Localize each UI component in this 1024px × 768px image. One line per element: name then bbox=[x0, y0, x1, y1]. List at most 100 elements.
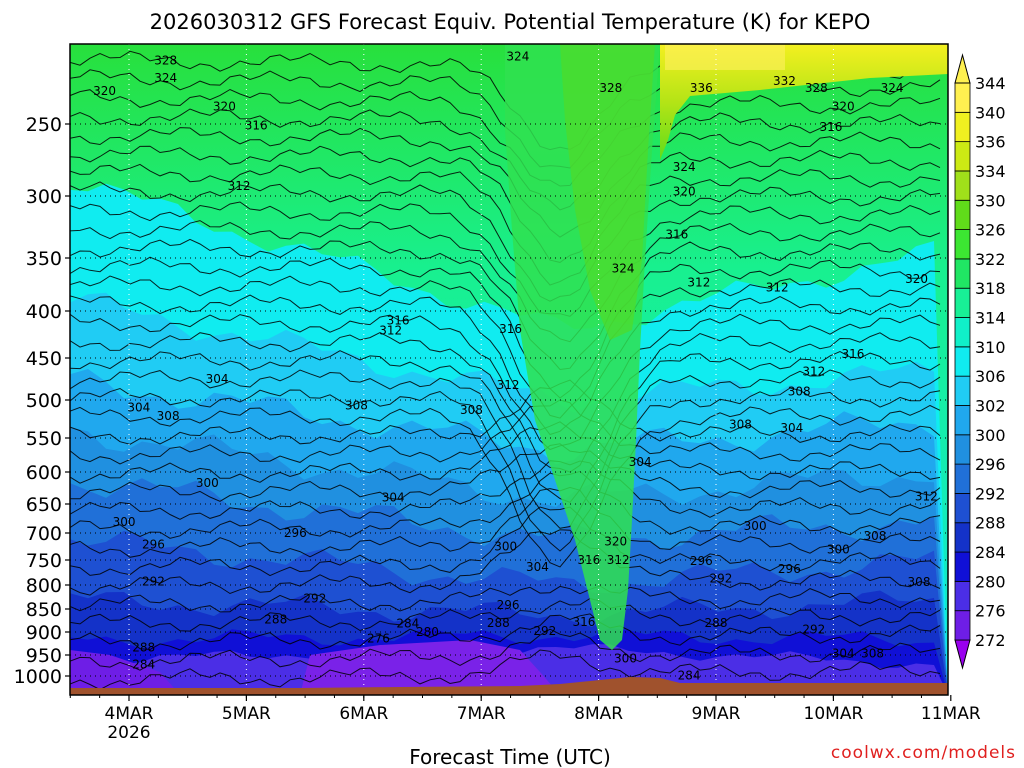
y-axis: 2503003504004505005506006507007508008509… bbox=[14, 114, 70, 688]
yellow-plume bbox=[660, 44, 948, 160]
contour-label: 320 bbox=[213, 100, 236, 114]
colorbar-label: 300 bbox=[975, 426, 1006, 445]
contour-label: 312 bbox=[687, 275, 710, 289]
contour-line bbox=[70, 460, 941, 520]
contour-line bbox=[70, 275, 941, 419]
contour-line bbox=[70, 88, 941, 187]
contour-label: 288 bbox=[132, 641, 155, 655]
contour-label: 312 bbox=[379, 324, 402, 338]
contour-label: 320 bbox=[905, 272, 928, 286]
contour-label: 304 bbox=[127, 401, 150, 415]
contour-label: 292 bbox=[142, 575, 165, 589]
colorbar-swatch bbox=[954, 551, 971, 582]
colorbar-label: 340 bbox=[975, 103, 1006, 122]
contour-line bbox=[70, 332, 941, 473]
contour-label: 308 bbox=[729, 417, 752, 431]
contour-line bbox=[70, 486, 941, 558]
contour-label: 300 bbox=[494, 540, 517, 554]
colorbar-swatch bbox=[954, 346, 971, 377]
contour-label: 312 bbox=[607, 553, 630, 567]
contour-label: 300 bbox=[827, 543, 850, 557]
contour-label: 324 bbox=[673, 160, 696, 174]
colorbar-label: 330 bbox=[975, 191, 1006, 210]
contour-line bbox=[70, 613, 941, 651]
colorbar-label: 318 bbox=[975, 279, 1006, 298]
colorbar-swatch bbox=[954, 493, 971, 524]
x-tick-label: 11MAR bbox=[921, 704, 981, 724]
contour-line bbox=[70, 181, 941, 302]
contour-label: 312 bbox=[915, 489, 938, 503]
contour-label: 288 bbox=[487, 616, 510, 630]
y-tick-label: 950 bbox=[26, 645, 62, 667]
contour-label: 280 bbox=[416, 625, 439, 639]
contour-line bbox=[70, 421, 941, 484]
grid bbox=[70, 44, 948, 695]
contour-label: 316 bbox=[820, 120, 843, 134]
colorbar-swatch bbox=[954, 522, 971, 553]
colorbar-swatch bbox=[954, 375, 971, 406]
contour-label: 292 bbox=[303, 591, 326, 605]
y-tick-label: 450 bbox=[26, 348, 62, 370]
contour-label: 320 bbox=[832, 100, 855, 114]
contour-label: 288 bbox=[705, 616, 728, 630]
contour-line bbox=[70, 238, 941, 371]
contour-label: 316 bbox=[245, 118, 268, 132]
terrain bbox=[70, 677, 948, 695]
y-tick-label: 850 bbox=[26, 599, 62, 621]
contour-line bbox=[70, 127, 941, 238]
colorbar-label: 272 bbox=[975, 631, 1006, 650]
contour-label: 296 bbox=[778, 562, 801, 576]
contour-label: 288 bbox=[264, 613, 287, 627]
x-tick-label: 5MAR bbox=[222, 704, 271, 724]
x-axis-label: Forecast Time (UTC) bbox=[409, 745, 611, 768]
colorbar-label: 284 bbox=[975, 543, 1006, 562]
y-tick-label: 500 bbox=[26, 390, 62, 412]
contour-label: 328 bbox=[805, 81, 828, 95]
x-tick-label: 6MAR bbox=[339, 704, 388, 724]
contour-label: 276 bbox=[367, 631, 390, 645]
contour-label: 316 bbox=[665, 227, 688, 241]
y-tick-label: 900 bbox=[26, 622, 62, 644]
contour-label: 304 bbox=[206, 372, 229, 386]
contour-line bbox=[70, 256, 941, 399]
contour-line bbox=[70, 379, 941, 445]
contour-label: 308 bbox=[345, 398, 368, 412]
colorbar-swatch bbox=[954, 199, 971, 230]
contour-line bbox=[70, 597, 941, 632]
theta-e-fill bbox=[70, 44, 948, 695]
contour-label: 324 bbox=[506, 49, 529, 63]
colorbar-swatch bbox=[954, 229, 971, 260]
contour-line bbox=[70, 399, 941, 465]
contour-label: 296 bbox=[690, 554, 713, 568]
colorbar-swatch bbox=[954, 580, 971, 612]
colorbar-swatch bbox=[954, 82, 971, 113]
colorbar-arrow-top bbox=[954, 53, 971, 84]
x-tick-label: 9MAR bbox=[692, 704, 741, 724]
colorbar-swatch bbox=[954, 434, 971, 465]
x-tick-sublabel: 2026 bbox=[107, 723, 150, 743]
contour-label: 304 bbox=[832, 647, 855, 661]
contour-label: 296 bbox=[142, 537, 165, 551]
colorbar-label: 280 bbox=[975, 572, 1006, 591]
x-tick-label: 4MAR bbox=[105, 704, 154, 724]
colorbar-arrow-bottom bbox=[954, 639, 971, 670]
contour-lines bbox=[70, 50, 941, 691]
y-tick-label: 550 bbox=[26, 428, 62, 450]
colorbar-label: 292 bbox=[975, 484, 1006, 503]
colorbar-label: 276 bbox=[975, 602, 1006, 621]
contour-label: 312 bbox=[802, 364, 825, 378]
contour-label: 296 bbox=[497, 598, 520, 612]
colorbar-label: 326 bbox=[975, 221, 1006, 240]
chart-title: 2026030312 GFS Forecast Equiv. Potential… bbox=[150, 10, 871, 34]
contour-label: 312 bbox=[766, 281, 789, 295]
contour-label: 284 bbox=[396, 616, 419, 630]
contour-line bbox=[70, 313, 941, 451]
contour-label: 324 bbox=[154, 71, 177, 85]
colorbar-swatch bbox=[954, 170, 971, 201]
contour-label: 332 bbox=[773, 74, 796, 88]
colorbar-swatch bbox=[954, 463, 971, 494]
contour-label: 308 bbox=[788, 385, 811, 399]
contour-label: 308 bbox=[861, 647, 884, 661]
